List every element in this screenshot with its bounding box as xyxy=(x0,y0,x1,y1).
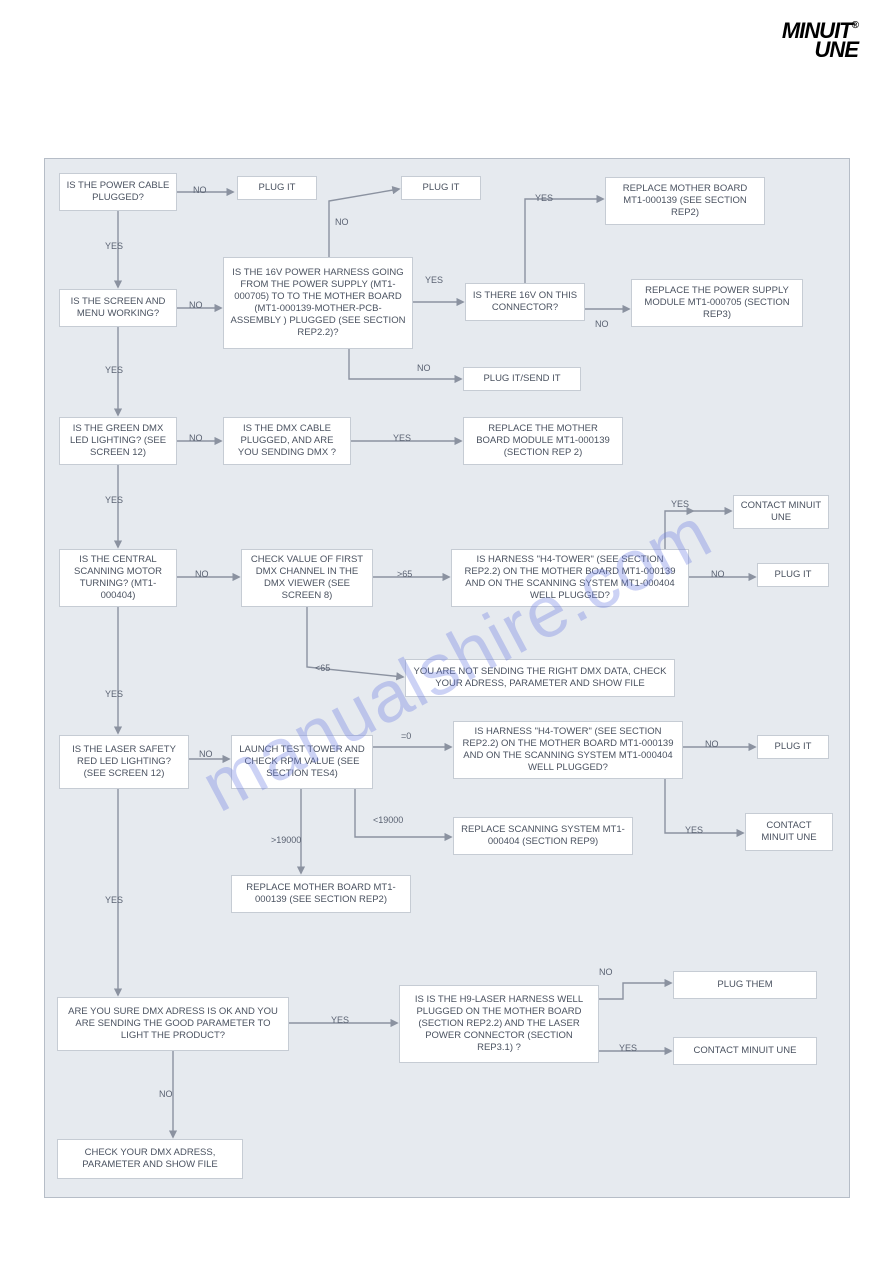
flow-edge-label-17: <65 xyxy=(315,663,330,673)
flow-node-n4: REPLACE MOTHER BOARD MT1-000139 (SEE SEC… xyxy=(605,177,765,225)
flow-edge-27 xyxy=(599,983,671,999)
flow-node-n10: IS THE GREEN DMX LED LIGHTING? (SEE SCRE… xyxy=(59,417,177,465)
flow-node-n9: PLUG IT/SEND IT xyxy=(463,367,581,391)
flow-edge-label-11: YES xyxy=(105,495,123,505)
flow-edge-label-27: NO xyxy=(599,967,613,977)
flow-edge-label-7: NO xyxy=(595,319,609,329)
flow-edge-label-20: =0 xyxy=(401,731,411,741)
flow-edge-label-2: YES xyxy=(105,365,123,375)
flow-node-n18: YOU ARE NOT SENDING THE RIGHT DMX DATA, … xyxy=(405,659,675,697)
flow-edge-22 xyxy=(665,779,743,833)
flow-node-n8: REPLACE THE POWER SUPPLY MODULE MT1-0007… xyxy=(631,279,803,327)
flow-edge-label-9: NO xyxy=(189,433,203,443)
flowchart-container: IS THE POWER CABLE PLUGGED? PLUG IT PLUG I… xyxy=(44,158,850,1198)
flow-edge-label-29: NO xyxy=(159,1089,173,1099)
flow-edge-label-10: YES xyxy=(393,433,411,443)
flow-node-n15: CHECK VALUE OF FIRST DMX CHANNEL IN THE … xyxy=(241,549,373,607)
flow-edge-label-13: >65 xyxy=(397,569,412,579)
flow-edge-label-23: <19000 xyxy=(373,815,403,825)
flow-edge-label-25: YES xyxy=(105,895,123,905)
flow-edge-label-14: NO xyxy=(711,569,725,579)
flow-edge-23 xyxy=(355,789,451,837)
flow-edge-label-19: NO xyxy=(199,749,213,759)
flow-node-n6: IS THE 16V POWER HARNESS GOING FROM THE … xyxy=(223,257,413,349)
flow-node-n1: IS THE POWER CABLE PLUGGED? xyxy=(59,173,177,211)
flow-edge-label-15: YES xyxy=(671,499,689,509)
flow-edge-label-28: YES xyxy=(619,1043,637,1053)
flow-edge-label-18: YES xyxy=(105,689,123,699)
logo-trademark: ® xyxy=(852,20,858,31)
flow-edge-label-26: YES xyxy=(331,1015,349,1025)
flow-edge-label-22: YES xyxy=(685,825,703,835)
flow-node-n14: IS THE CENTRAL SCANNING MOTOR TURNING? (… xyxy=(59,549,177,607)
flow-edge-15 xyxy=(665,511,693,549)
flow-edge-label-12: NO xyxy=(195,569,209,579)
flow-node-n27: IS IS THE H9-LASER HARNESS WELL PLUGGED … xyxy=(399,985,599,1063)
flow-node-n23: REPLACE SCANNING SYSTEM MT1-000404 (SECT… xyxy=(453,817,633,855)
flow-node-n5: IS THE SCREEN AND MENU WORKING? xyxy=(59,289,177,327)
flow-edge-label-8: NO xyxy=(417,363,431,373)
flow-node-n3: PLUG IT xyxy=(401,176,481,200)
flow-edge-label-1: YES xyxy=(105,241,123,251)
flow-edge-label-6: YES xyxy=(535,193,553,203)
logo-line2: UNE xyxy=(782,41,858,60)
flow-node-n7: IS THERE 16V ON THIS CONNECTOR? xyxy=(465,283,585,321)
flow-edge-label-24: >19000 xyxy=(271,835,301,845)
flow-edge-label-3: NO xyxy=(189,300,203,310)
flow-edge-label-4: NO xyxy=(335,217,349,227)
flow-node-n2: PLUG IT xyxy=(237,176,317,200)
flow-node-n12: REPLACE THE MOTHER BOARD MODULE MT1-0001… xyxy=(463,417,623,465)
flow-node-n13: CONTACT MINUIT UNE xyxy=(733,495,829,529)
flow-node-n21: IS HARNESS "H4-TOWER" (SEE SECTION REP2.… xyxy=(453,721,683,779)
flow-node-n11: IS THE DMX CABLE PLUGGED, AND ARE YOU SE… xyxy=(223,417,351,465)
flow-node-n26: ARE YOU SURE DMX ADRESS IS OK AND YOU AR… xyxy=(57,997,289,1051)
flow-edge-label-21: NO xyxy=(705,739,719,749)
flow-edge-label-0: NO xyxy=(193,185,207,195)
brand-logo: MINUIT® UNE xyxy=(782,22,858,59)
flow-node-n20: LAUNCH TEST TOWER AND CHECK RPM VALUE (S… xyxy=(231,735,373,789)
flow-node-n22: PLUG IT xyxy=(757,735,829,759)
flow-node-n17: PLUG IT xyxy=(757,563,829,587)
flow-edge-label-5: YES xyxy=(425,275,443,285)
flow-node-n30: CHECK YOUR DMX ADRESS, PARAMETER AND SHO… xyxy=(57,1139,243,1179)
flow-node-n29: CONTACT MINUIT UNE xyxy=(673,1037,817,1065)
flow-node-n16: IS HARNESS "H4-TOWER" (SEE SECTION REP2.… xyxy=(451,549,689,607)
flow-node-n24: CONTACT MINUIT UNE xyxy=(745,813,833,851)
flow-node-n19: IS THE LASER SAFETY RED LED LIGHTING? (S… xyxy=(59,735,189,789)
flow-edge-6 xyxy=(525,199,603,283)
flow-node-n28: PLUG THEM xyxy=(673,971,817,999)
flow-edge-8 xyxy=(349,349,461,379)
flow-node-n25: REPLACE MOTHER BOARD MT1-000139 (SEE SEC… xyxy=(231,875,411,913)
